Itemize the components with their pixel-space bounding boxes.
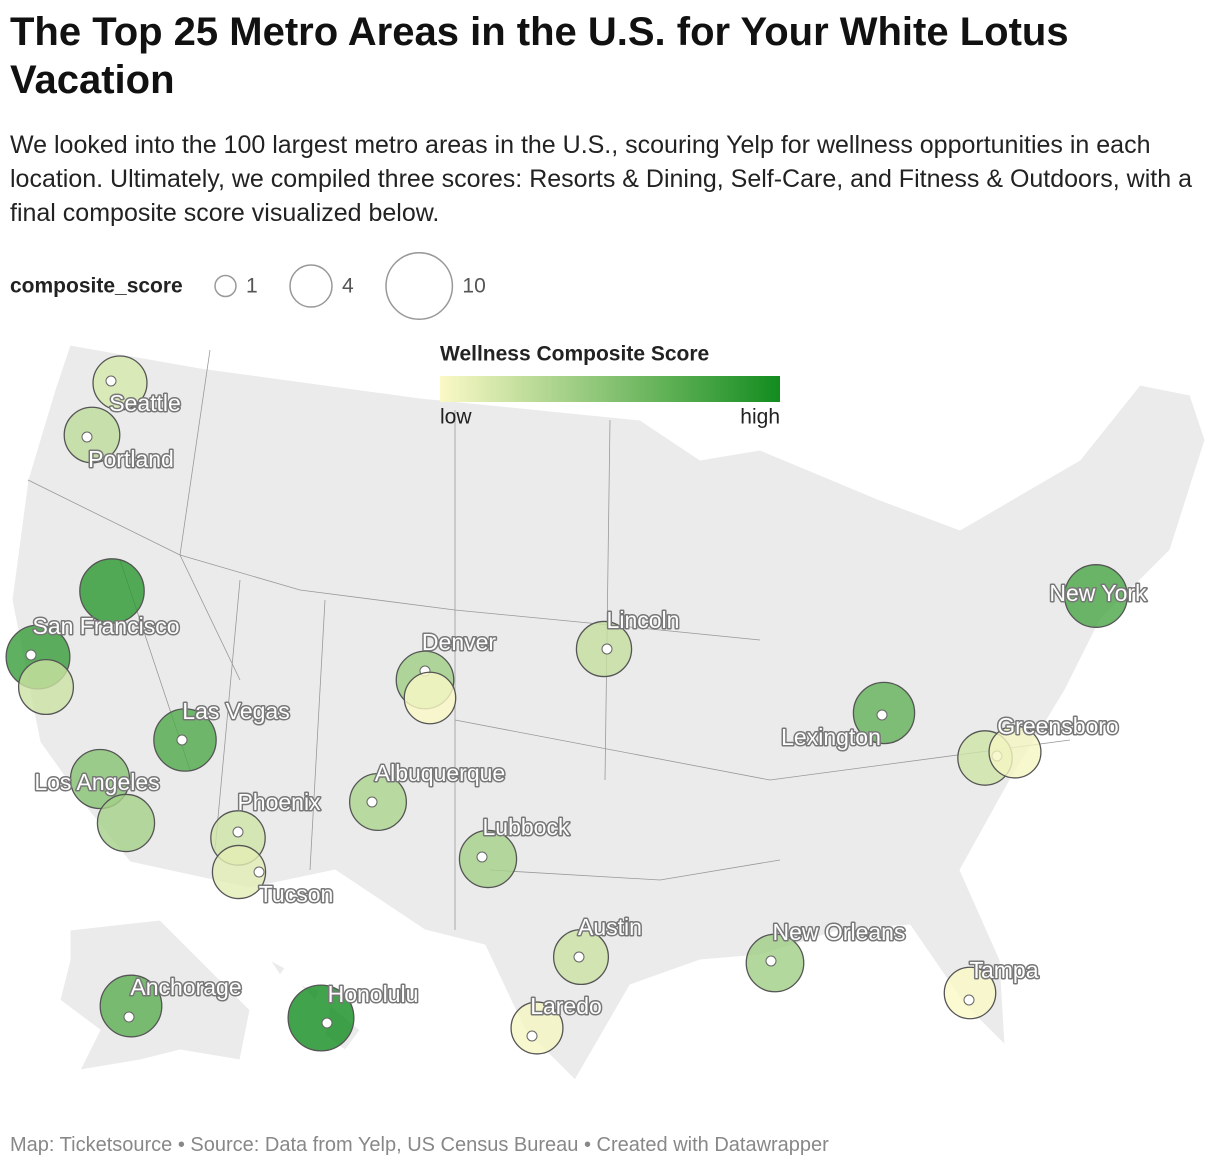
- city-marker: [287, 984, 355, 1052]
- city-dot: [232, 826, 244, 838]
- city-dot: [601, 643, 613, 655]
- state-line: [27, 349, 1071, 930]
- city-marker: [510, 1001, 564, 1055]
- city-dot: [765, 955, 777, 967]
- size-legend-label: composite_score: [10, 275, 183, 298]
- city-label: Portland: [88, 446, 174, 472]
- city-dot: [963, 994, 975, 1006]
- city-label: Phoenix: [237, 789, 321, 815]
- size-legend-value: 1: [246, 275, 258, 298]
- city-marker: [403, 671, 457, 725]
- city-marker: [211, 844, 267, 900]
- city-marker: [348, 772, 408, 832]
- city-label: Lincoln: [607, 607, 680, 633]
- city-marker: [79, 558, 145, 624]
- state-lines: [27, 349, 1071, 930]
- city-dot: [366, 796, 378, 808]
- color-legend-high: high: [740, 406, 780, 429]
- city-marker: [96, 793, 156, 853]
- size-legend-circle: [289, 264, 333, 308]
- city-dot: [253, 866, 265, 878]
- city-marker: [458, 829, 518, 889]
- city-marker: [17, 658, 75, 716]
- city-marker: [988, 725, 1042, 779]
- markers: [5, 355, 1128, 1055]
- city-dot: [573, 951, 585, 963]
- city-label: San Francisco: [32, 613, 179, 639]
- city-dot: [321, 1017, 333, 1029]
- city-label: Tucson: [259, 881, 334, 907]
- city-marker: [99, 974, 163, 1038]
- city-label: Seattle: [109, 390, 181, 416]
- contiguous-us: [11, 344, 1206, 1081]
- footer: Map: Ticketsource • Source: Data from Ye…: [10, 1134, 829, 1156]
- labels: Seattle Portland San Francisco Las Vegas Los…: [31, 389, 1149, 1021]
- color-legend-low: low: [440, 406, 472, 429]
- city-label: Los Angeles: [34, 769, 159, 795]
- city-dot: [526, 1030, 538, 1042]
- city-label: Las Vegas: [182, 698, 289, 724]
- city-dot: [876, 709, 888, 721]
- city-label: Tampa: [969, 957, 1038, 983]
- size-legend-value: 10: [462, 275, 485, 298]
- color-scale: [440, 376, 780, 402]
- city-label: Albuquerque: [375, 760, 505, 786]
- city-dot: [25, 649, 37, 661]
- city-label: Anchorage: [130, 974, 241, 1000]
- city-dot: [105, 375, 117, 387]
- description: We looked into the 100 largest metro are…: [10, 131, 1192, 227]
- city-marker: [943, 966, 997, 1020]
- size-legend-value: 4: [342, 275, 354, 298]
- city-label: Lubbock: [483, 814, 570, 840]
- city-dot: [123, 1011, 135, 1023]
- city-dot: [176, 734, 188, 746]
- city-label: Austin: [578, 914, 642, 940]
- size-legend-circle: [214, 274, 237, 298]
- city-marker: [1064, 564, 1128, 628]
- title: The Top 25 Metro Areas in the U.S. for Y…: [10, 10, 1069, 102]
- city-marker: [92, 355, 148, 411]
- color-legend-title: Wellness Composite Score: [440, 343, 709, 366]
- city-dot: [81, 431, 93, 443]
- city-label: Honolulu: [328, 981, 419, 1007]
- map: composite_score Wellness Composite Score…: [5, 252, 1206, 1081]
- city-label: Lexington: [781, 724, 881, 750]
- city-label: Denver: [422, 629, 496, 655]
- size-legend-circle: [385, 252, 454, 320]
- city-dot: [476, 851, 488, 863]
- city-label: Greensboro: [997, 713, 1118, 739]
- city-label: New York: [1049, 580, 1147, 606]
- city-label: Laredo: [530, 993, 602, 1019]
- city-marker: [69, 748, 131, 810]
- city-label: New Orleans: [773, 919, 906, 945]
